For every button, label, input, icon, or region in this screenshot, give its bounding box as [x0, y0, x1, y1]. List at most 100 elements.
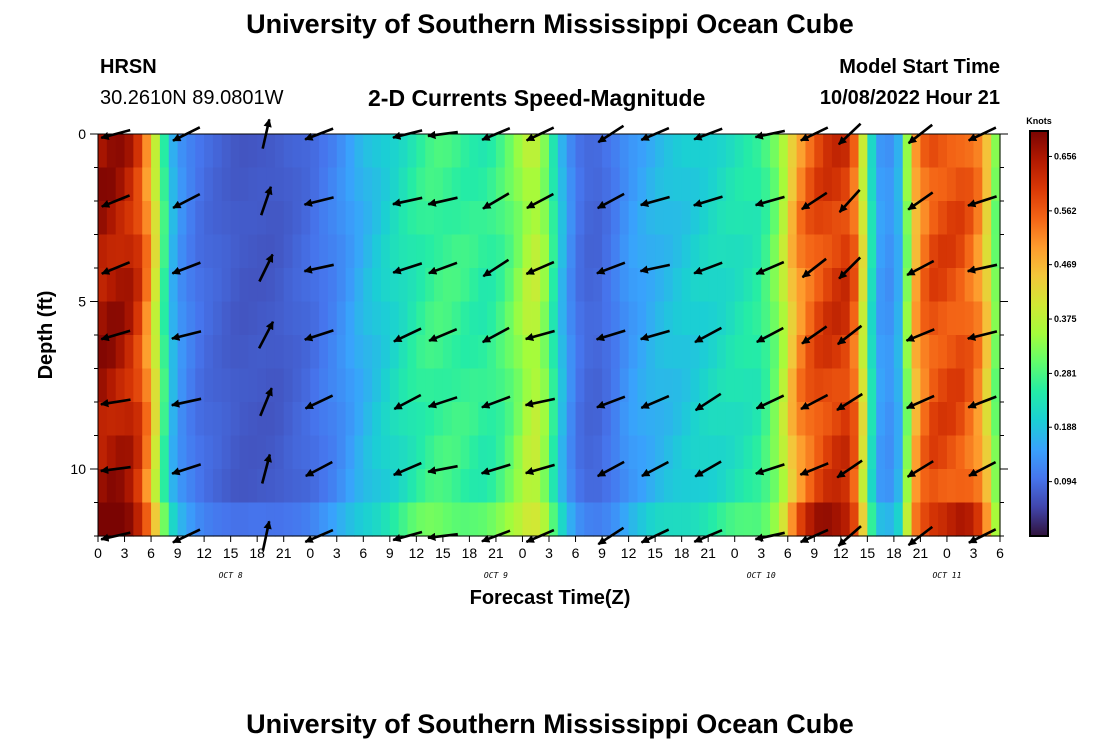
heatmap-cell [752, 167, 762, 202]
heatmap-cell [743, 134, 753, 169]
heatmap-cell [248, 502, 258, 537]
heatmap-cell [982, 201, 992, 236]
heatmap-cell [442, 234, 453, 269]
heatmap-cell [115, 234, 126, 269]
heatmap-cell [425, 435, 435, 470]
heatmap-cell [292, 502, 302, 537]
heatmap-cell [549, 167, 559, 202]
heatmap-cell [717, 301, 727, 336]
heatmap-cell [504, 402, 515, 437]
heatmap-cell [239, 335, 249, 370]
heatmap-cell [230, 502, 241, 537]
x-tick-label: 3 [545, 545, 553, 561]
heatmap-cell [354, 134, 364, 169]
heatmap-cell [902, 469, 913, 504]
heatmap-cell [964, 234, 975, 269]
heatmap-cell [124, 234, 134, 269]
heatmap-cell [292, 301, 302, 336]
heatmap-cell [363, 234, 373, 269]
heatmap-cell [513, 402, 524, 437]
current-vector [524, 397, 556, 408]
heatmap-cell [336, 335, 347, 370]
heatmap-cell [964, 268, 975, 303]
colorbar-unit: Knots [1026, 116, 1052, 126]
heatmap-cell [372, 335, 382, 370]
current-vector [755, 260, 785, 276]
heatmap-cell [230, 402, 241, 437]
heatmap-cell [823, 134, 833, 169]
heatmap-cell [522, 234, 532, 269]
heatmap-cell [646, 435, 656, 470]
heatmap-cell [230, 234, 241, 269]
heatmap-cell [717, 134, 727, 169]
heatmap-cell [124, 502, 134, 537]
heatmap-cell [699, 301, 709, 336]
heatmap-cell [389, 335, 400, 370]
heatmap-cell [221, 234, 232, 269]
current-vector [171, 463, 202, 476]
heatmap-cell [717, 402, 727, 437]
heatmap-cell [540, 301, 550, 336]
heatmap-cell [487, 234, 497, 269]
heatmap-cell [98, 234, 108, 269]
heatmap-cell [106, 402, 117, 437]
heatmap-cell [345, 502, 356, 537]
heatmap-cell [549, 402, 559, 437]
heatmap-cell [363, 134, 373, 169]
x-tick-label: 6 [359, 545, 367, 561]
heatmap-cell [761, 201, 771, 236]
colorbar-tick-label: 0.188 [1054, 422, 1077, 432]
heatmap-cell [699, 134, 709, 169]
heatmap-cell [946, 134, 957, 169]
heatmap-cell [540, 368, 550, 403]
heatmap-cell [221, 301, 232, 336]
heatmap-cell [266, 268, 276, 303]
heatmap-cell [495, 301, 506, 336]
heatmap-cell [177, 402, 188, 437]
heatmap-cell [752, 301, 762, 336]
heatmap-cell [717, 469, 727, 504]
heatmap-cell [451, 234, 462, 269]
heatmap-cell [195, 134, 205, 169]
heatmap-cell [549, 201, 559, 236]
heatmap-cell [920, 201, 930, 236]
heatmap-cell [372, 134, 382, 169]
current-vector [480, 463, 511, 476]
heatmap-cell [398, 201, 409, 236]
heatmap-cell [672, 301, 683, 336]
heatmap-cell [478, 268, 488, 303]
heatmap-cell [204, 435, 214, 470]
heatmap-cell [752, 502, 762, 537]
heatmap-cell [495, 502, 506, 537]
heatmap-cell [752, 402, 762, 437]
heatmap-cell [602, 167, 612, 202]
heatmap-cell [221, 201, 232, 236]
heatmap-cell [266, 402, 276, 437]
heatmap-cell [398, 435, 409, 470]
heatmap-cell [292, 335, 302, 370]
current-vector [905, 328, 935, 342]
heatmap-cell [115, 268, 126, 303]
heatmap-cell [389, 301, 400, 336]
heatmap-cell [858, 234, 868, 269]
heatmap-cell [823, 335, 833, 370]
heatmap-cell [478, 234, 488, 269]
heatmap-cell [106, 435, 117, 470]
heatmap-cell [133, 201, 143, 236]
heatmap-cell [610, 167, 621, 202]
heatmap-cell [531, 469, 541, 504]
heatmap-cell [885, 368, 895, 403]
heatmap-cell [151, 402, 161, 437]
heatmap-cell [761, 368, 771, 403]
heatmap-cell [770, 234, 780, 269]
heatmap-cell [451, 268, 462, 303]
heatmap-cell [973, 301, 983, 336]
heatmap-cell [310, 268, 320, 303]
heatmap-cell [380, 368, 391, 403]
heatmap-cell [955, 268, 966, 303]
heatmap-cell [504, 469, 515, 504]
heatmap-cell [522, 335, 532, 370]
heatmap-cell [212, 502, 223, 537]
current-vector [171, 330, 202, 341]
heatmap-cell [151, 435, 161, 470]
